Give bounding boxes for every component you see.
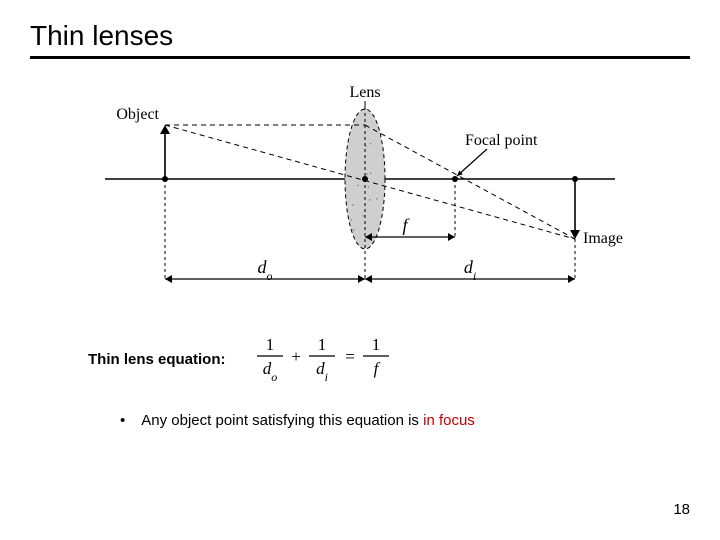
svg-text:1: 1 (265, 335, 274, 354)
bullet-dot: • (120, 412, 125, 429)
equation-label: Thin lens equation: (88, 351, 226, 368)
lens-diagram-svg: LensObjectImageFocal pointfdodi (95, 79, 625, 299)
slide: Thin lenses Lens Object Image Focal point f d… (0, 0, 720, 540)
bullet-infocus: in focus (423, 412, 475, 429)
svg-text:di: di (316, 359, 328, 384)
equation-row: Thin lens equation: 1 do +1 di = 1 f (88, 334, 690, 384)
bullet-text: Any object point satisfying this equatio… (141, 412, 423, 429)
lens-diagram: LensObjectImageFocal pointfdodi (95, 79, 625, 304)
svg-text:+: + (291, 347, 301, 366)
svg-text:1: 1 (371, 335, 380, 354)
svg-text:=: = (345, 347, 355, 366)
title-underline (30, 56, 690, 59)
thin-lens-equation: 1 do +1 di = 1 f (254, 334, 404, 384)
bullet-line: • Any object point satisfying this equati… (120, 412, 690, 429)
svg-text:Object: Object (116, 106, 159, 123)
svg-text:1: 1 (317, 335, 326, 354)
page-number: 18 (673, 501, 690, 518)
svg-text:Lens: Lens (349, 84, 380, 101)
svg-text:Focal point: Focal point (465, 132, 538, 149)
slide-title: Thin lenses (30, 20, 690, 52)
svg-text:f: f (373, 359, 380, 378)
svg-text:do: do (262, 359, 277, 384)
svg-text:Image: Image (583, 230, 623, 247)
svg-text:f: f (402, 215, 410, 235)
